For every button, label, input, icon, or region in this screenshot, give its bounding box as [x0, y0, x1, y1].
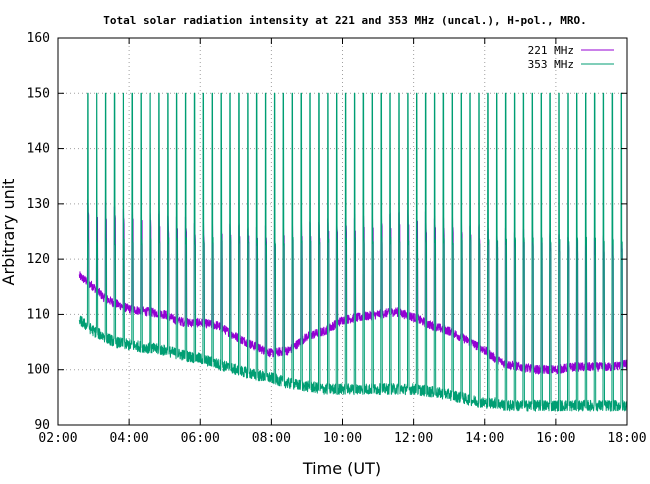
x-tick-label: 14:00: [465, 431, 504, 446]
x-tick-label: 08:00: [252, 431, 291, 446]
series-line-353: [78, 92, 628, 412]
chart-title: Total solar radiation intensity at 221 a…: [103, 14, 586, 27]
y-tick-label: 110: [27, 307, 50, 322]
y-axis-label: Arbitrary unit: [0, 179, 18, 286]
y-tick-label: 130: [27, 197, 50, 212]
x-axis-label: Time (UT): [302, 459, 381, 478]
x-tick-label: 12:00: [394, 431, 433, 446]
series-line-221: [78, 199, 628, 375]
y-tick-label: 120: [27, 252, 50, 267]
x-tick-label: 16:00: [536, 431, 575, 446]
y-tick-label: 150: [27, 86, 50, 101]
x-tick-label: 10:00: [323, 431, 362, 446]
x-tick-label: 02:00: [38, 431, 77, 446]
y-tick-label: 100: [27, 363, 50, 378]
y-tick-label: 140: [27, 142, 50, 157]
legend-label-353: 353 MHz: [528, 58, 574, 71]
y-tick-label: 90: [34, 418, 50, 433]
y-tick-label: 160: [27, 31, 50, 46]
x-tick-label: 06:00: [181, 431, 220, 446]
legend-label-221: 221 MHz: [528, 44, 574, 57]
legend: 221 MHz 353 MHz: [528, 44, 614, 71]
grid-layer: [58, 38, 627, 425]
tick-layer: 02:00 04:00 06:00 08:00 10:00 12:00 14:00 16:00…: [27, 31, 647, 446]
x-tick-label: 18:00: [607, 431, 646, 446]
series-layer: [78, 92, 628, 412]
x-tick-label: 04:00: [110, 431, 149, 446]
